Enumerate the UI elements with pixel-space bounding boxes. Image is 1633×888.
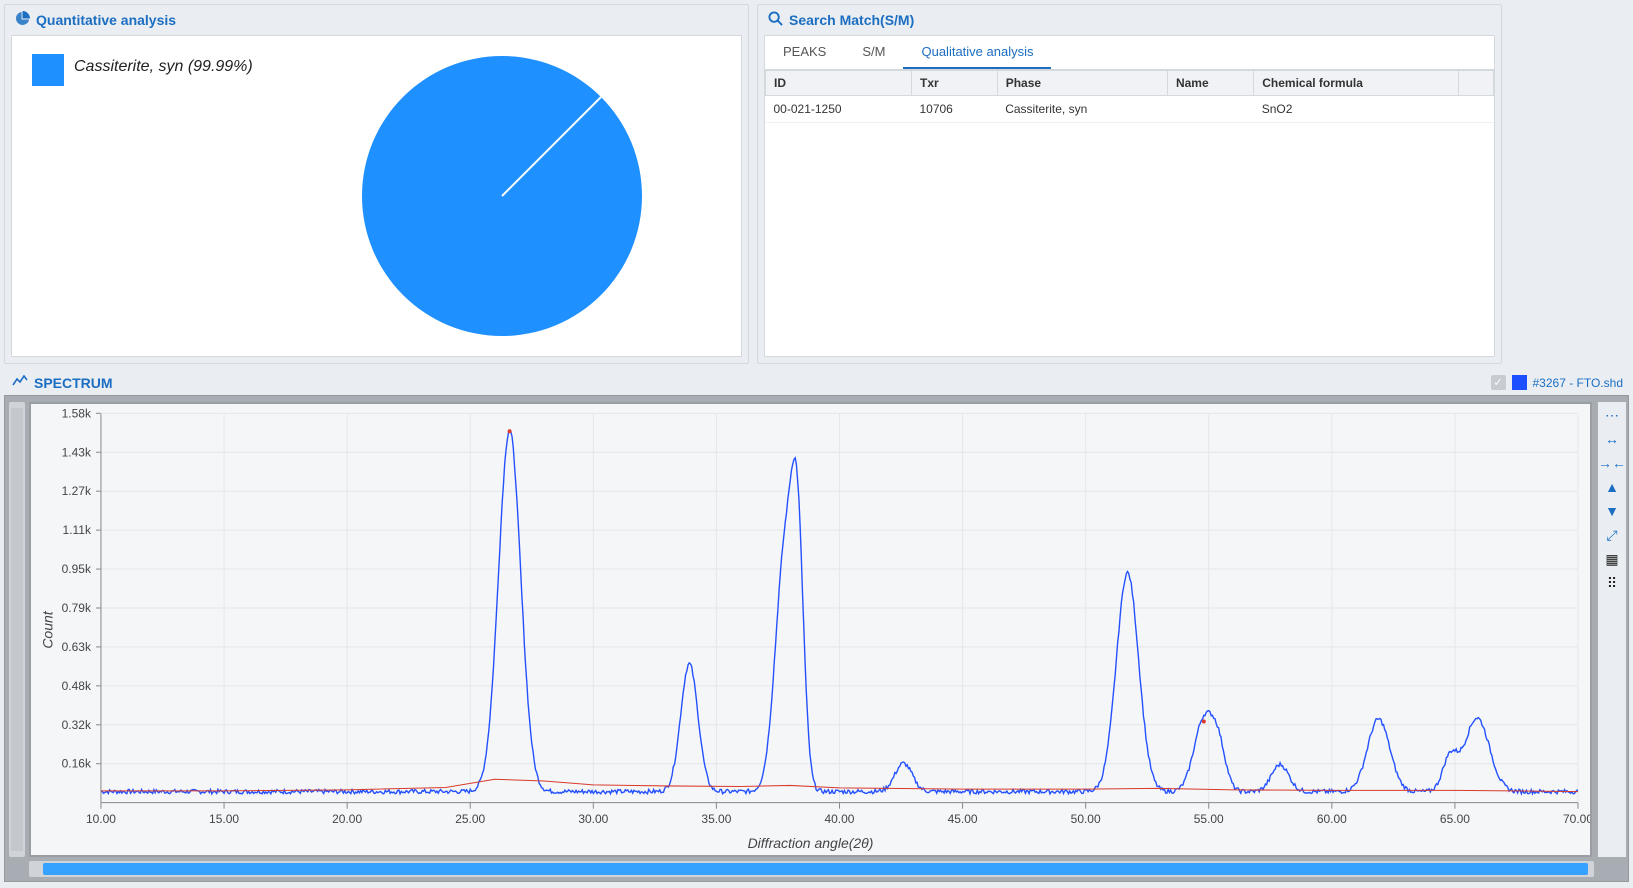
y-axis-label: Count [40, 611, 56, 648]
column-header[interactable]: Txr [911, 71, 997, 96]
svg-text:25.00: 25.00 [455, 812, 485, 826]
column-header-spacer [1458, 71, 1493, 96]
line-chart-icon [12, 374, 28, 391]
svg-text:0.95k: 0.95k [62, 562, 92, 576]
fullscreen-icon[interactable]: ⤢ [1606, 528, 1617, 542]
quantitative-title: Quantitative analysis [36, 12, 176, 28]
svg-text:1.27k: 1.27k [62, 484, 92, 498]
up-icon[interactable]: ▲ [1605, 480, 1619, 494]
legend-swatch [32, 54, 64, 86]
spectrum-file-chip[interactable]: ✓ #3267 - FTO.shd [1491, 375, 1624, 390]
spectrum-toolbar: ⋯ ↔ →← ▲ ▼ ⤢ ▦ ⠿ [1598, 402, 1626, 857]
column-header[interactable]: Phase [997, 71, 1167, 96]
spectrum-chart[interactable]: 10.00 15.00 20.00 25.00 30.00 35.00 40.00 45.00… [31, 404, 1590, 855]
table-cell: 00-021-1250 [766, 96, 912, 123]
grid-icon[interactable]: ▦ [1605, 552, 1618, 566]
table-cell: 10706 [911, 96, 997, 123]
vertical-scrollbar[interactable] [9, 402, 25, 857]
spectrum-body: 10.00 15.00 20.00 25.00 30.00 35.00 40.00 45.00… [4, 395, 1629, 882]
qualitative-table: IDTxrPhaseNameChemical formula 00-021-12… [765, 70, 1494, 123]
expand-h-icon[interactable]: ↔ [1605, 432, 1619, 446]
svg-text:70.00: 70.00 [1563, 812, 1590, 826]
spectrum-chart-frame: 10.00 15.00 20.00 25.00 30.00 35.00 40.00 45.00… [29, 402, 1592, 857]
spectrum-panel: SPECTRUM ✓ #3267 - FTO.shd 10.00 15.00 20.… [4, 372, 1629, 882]
pie-legend: Cassiterite, syn (99.99%) [12, 36, 263, 356]
search-body: PEAKSS/MQualitative analysis IDTxrPhaseN… [764, 35, 1495, 357]
down-icon[interactable]: ▼ [1605, 504, 1619, 518]
svg-text:20.00: 20.00 [332, 812, 362, 826]
svg-text:0.48k: 0.48k [62, 679, 92, 693]
svg-text:1.11k: 1.11k [63, 523, 92, 537]
spectrum-header: SPECTRUM [12, 374, 113, 391]
column-header[interactable]: Chemical formula [1254, 71, 1458, 96]
column-header[interactable]: ID [766, 71, 912, 96]
svg-text:45.00: 45.00 [948, 812, 978, 826]
more-icon[interactable]: ⋯ [1605, 408, 1619, 422]
apps-icon[interactable]: ⠿ [1607, 576, 1617, 590]
quantitative-header: Quantitative analysis [5, 5, 748, 35]
search-icon [768, 11, 783, 29]
svg-text:10.00: 10.00 [86, 812, 116, 826]
horizontal-scrollbar[interactable] [29, 861, 1594, 877]
svg-text:1.43k: 1.43k [62, 445, 92, 459]
table-cell [1167, 96, 1253, 123]
file-color-swatch [1512, 375, 1527, 390]
svg-text:35.00: 35.00 [701, 812, 731, 826]
pie-icon [15, 11, 30, 29]
tab-peaks[interactable]: PEAKS [765, 36, 844, 69]
svg-text:60.00: 60.00 [1317, 812, 1347, 826]
svg-text:15.00: 15.00 [209, 812, 239, 826]
svg-text:0.16k: 0.16k [62, 757, 92, 771]
column-header[interactable]: Name [1167, 71, 1253, 96]
svg-text:50.00: 50.00 [1071, 812, 1101, 826]
table-row[interactable]: 00-021-125010706Cassiterite, syn SnO2 [766, 96, 1494, 123]
legend-label: Cassiterite, syn (99.99%) [74, 54, 253, 76]
svg-text:40.00: 40.00 [824, 812, 854, 826]
table-cell: SnO2 [1254, 96, 1458, 123]
file-checkbox[interactable]: ✓ [1491, 375, 1506, 390]
search-tabs: PEAKSS/MQualitative analysis [765, 36, 1494, 70]
tab-sm[interactable]: S/M [844, 36, 903, 69]
quantitative-body: Cassiterite, syn (99.99%) [11, 35, 742, 357]
search-panel: Search Match(S/M) PEAKSS/MQualitative an… [757, 4, 1502, 364]
file-name: #3267 - FTO.shd [1533, 376, 1624, 390]
svg-text:1.58k: 1.58k [62, 406, 92, 420]
pie-chart [357, 51, 647, 341]
tab-qual[interactable]: Qualitative analysis [903, 36, 1051, 69]
svg-text:30.00: 30.00 [578, 812, 608, 826]
svg-text:55.00: 55.00 [1194, 812, 1224, 826]
svg-text:0.63k: 0.63k [62, 640, 92, 654]
svg-text:0.32k: 0.32k [62, 718, 92, 732]
collapse-h-icon[interactable]: →← [1598, 456, 1626, 470]
search-header: Search Match(S/M) [758, 5, 1501, 35]
svg-text:0.79k: 0.79k [62, 601, 92, 615]
svg-text:65.00: 65.00 [1440, 812, 1470, 826]
x-axis-label: Diffraction angle(2θ) [748, 835, 874, 851]
quantitative-panel: Quantitative analysis Cassiterite, syn (… [4, 4, 749, 364]
table-cell: Cassiterite, syn [997, 96, 1167, 123]
spectrum-title: SPECTRUM [34, 375, 113, 391]
search-title: Search Match(S/M) [789, 12, 914, 28]
